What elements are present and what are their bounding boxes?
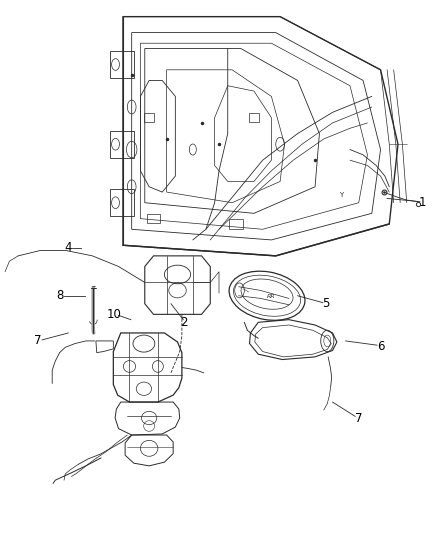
- Bar: [110, 131, 134, 158]
- Text: 2: 2: [180, 316, 188, 329]
- Text: 6: 6: [377, 340, 384, 353]
- Bar: [147, 214, 160, 223]
- Text: 7: 7: [34, 334, 42, 348]
- Bar: [230, 219, 244, 229]
- Bar: [145, 114, 154, 122]
- Bar: [110, 189, 134, 216]
- Text: 5: 5: [322, 297, 330, 310]
- Bar: [249, 114, 259, 122]
- Text: 10: 10: [107, 308, 122, 321]
- Text: 1: 1: [418, 196, 426, 209]
- Text: 4: 4: [65, 241, 72, 254]
- Text: 8: 8: [56, 289, 64, 302]
- Bar: [110, 51, 134, 78]
- Text: RR: RR: [267, 294, 276, 299]
- Text: 7: 7: [355, 411, 363, 424]
- Text: Y: Y: [339, 192, 343, 198]
